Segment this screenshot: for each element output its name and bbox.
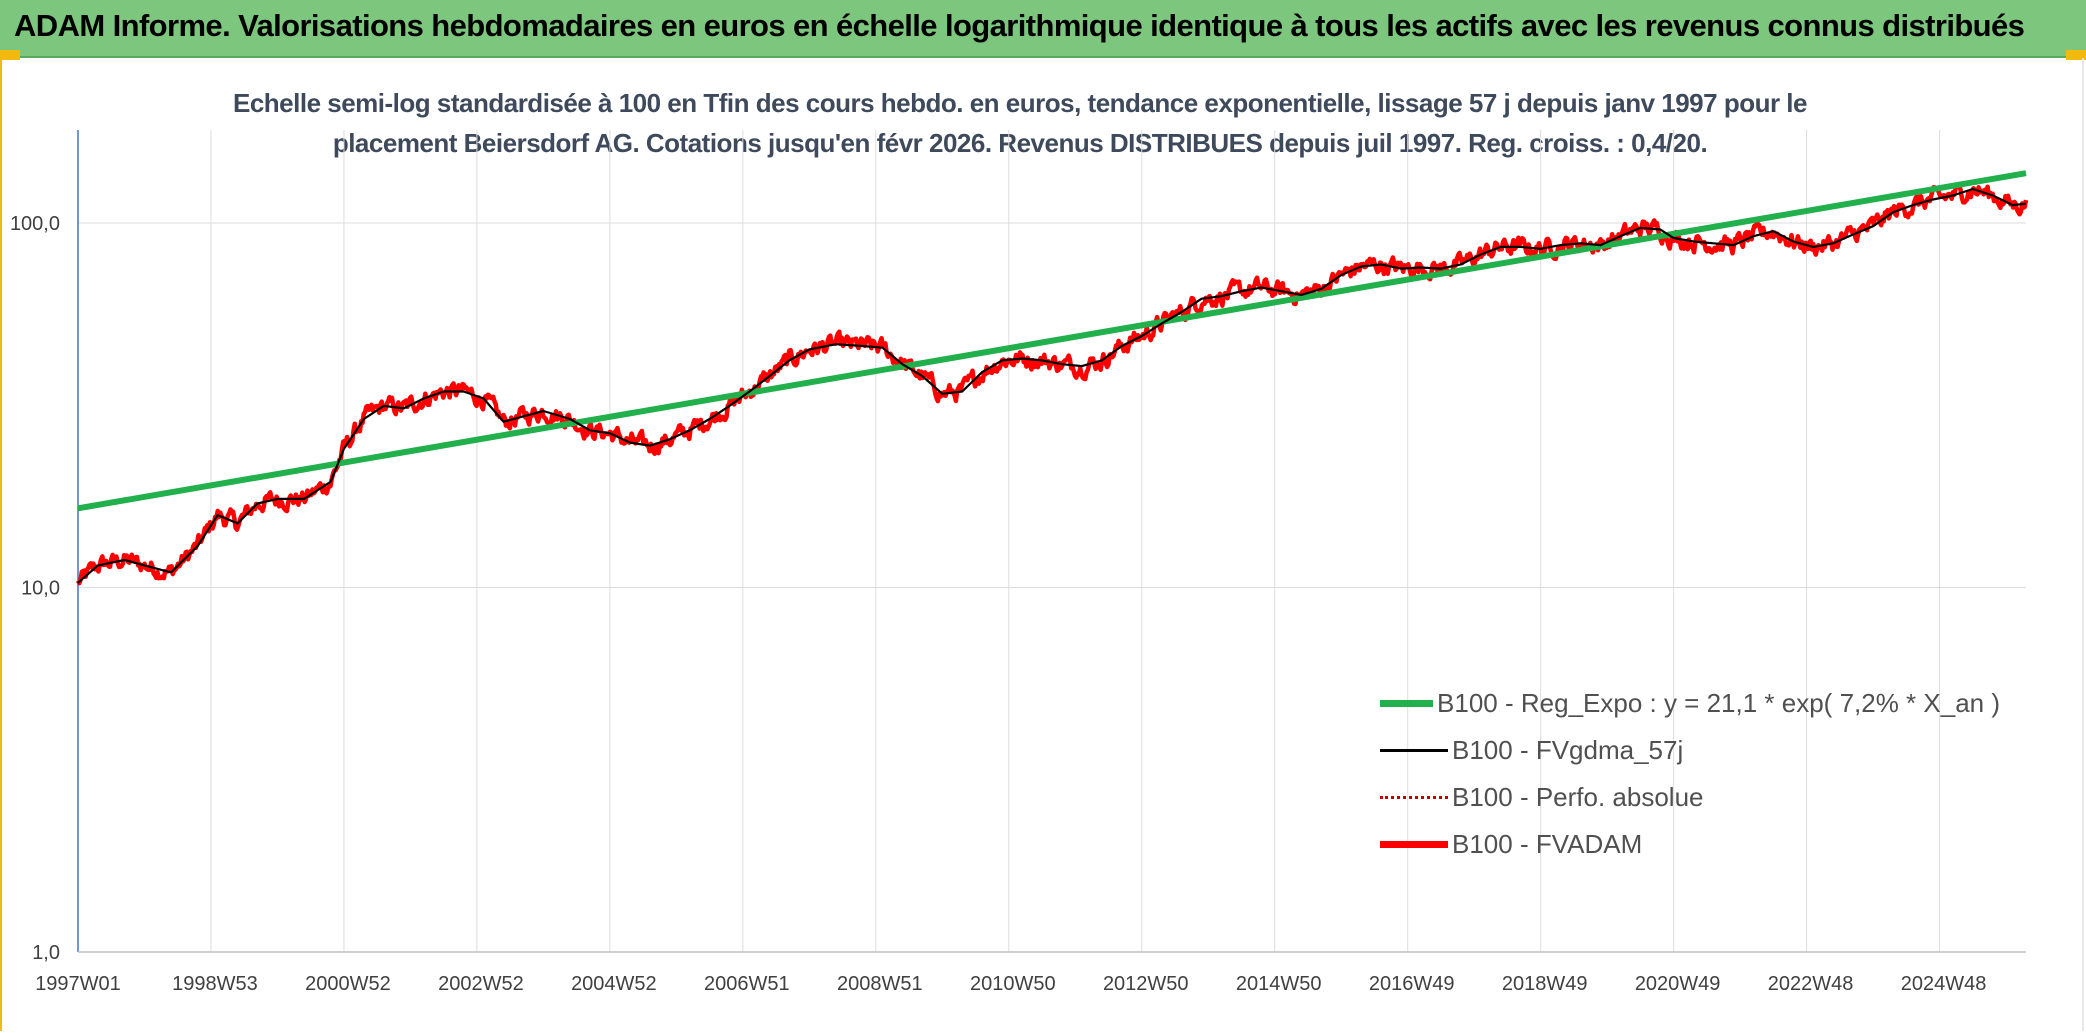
chart-series [75,170,2029,586]
corner-marker-right [2066,50,2086,60]
legend-entry: B100 - FVgdma_57j [1380,727,2000,774]
x-tick-label: 2016W49 [1369,973,1455,995]
legend-label: B100 - FVgdma_57j [1452,735,1684,765]
series-line-fvgdma [77,187,2027,584]
x-tick-label: 2024W48 [1901,973,1987,995]
chart-title-line-1: Echelle semi-log standardisée à 100 en T… [232,88,1808,118]
chart-axes [77,130,2026,953]
legend-swatch [1380,749,1448,752]
y-tick-label: 100,0 [10,213,60,235]
x-tick-label: 2014W50 [1236,973,1322,995]
x-tick-label: 2012W50 [1103,973,1189,995]
y-tick-label: 10,0 [21,578,60,600]
legend-entry: B100 - Perfo. absolue [1380,774,2000,821]
x-tick-label: 2002W52 [438,973,524,995]
legend-label: B100 - Reg_Expo : y = 21,1 * exp( 7,2% *… [1437,688,2000,718]
legend-label: B100 - Perfo. absolue [1452,782,1704,812]
legend-label: B100 - FVADAM [1452,829,1643,859]
legend-entry: B100 - FVADAM [1380,821,2000,868]
corner-marker-left [0,50,20,60]
series-line-reg-expo [77,170,2027,512]
chart-title-line-2: placement Beiersdorf AG. Cotations jusqu… [332,128,1708,158]
x-tick-label: 2018W49 [1502,973,1588,995]
x-tick-label: 2022W48 [1768,973,1854,995]
x-tick-label: 2010W50 [970,973,1056,995]
x-tick-label: 2008W51 [837,973,923,995]
report-banner: ADAM Informe. Valorisations hebdomadaire… [0,0,2086,58]
chart-legend: B100 - Reg_Expo : y = 21,1 * exp( 7,2% *… [1380,680,2000,868]
x-tick-label: 2004W52 [571,973,657,995]
x-tick-label: 1997W01 [35,973,121,995]
report-title: ADAM Informe. Valorisations hebdomadaire… [14,8,2025,43]
x-tick-label: 1998W53 [172,973,258,995]
x-tick-label: 2000W52 [305,973,391,995]
chart-tick-labels: 1,0 10,0 100,0 1997W01 1998W53 2000W52 2002W52… [10,213,1986,995]
legend-swatch [1380,700,1434,707]
y-tick-label: 1,0 [32,942,60,964]
x-tick-label: 2006W51 [704,973,790,995]
legend-swatch [1380,841,1448,848]
legend-entry: B100 - Reg_Expo : y = 21,1 * exp( 7,2% *… [1380,680,2000,727]
legend-swatch [1380,796,1448,799]
x-tick-label: 2020W49 [1635,973,1721,995]
chart-frame [0,58,2084,1031]
